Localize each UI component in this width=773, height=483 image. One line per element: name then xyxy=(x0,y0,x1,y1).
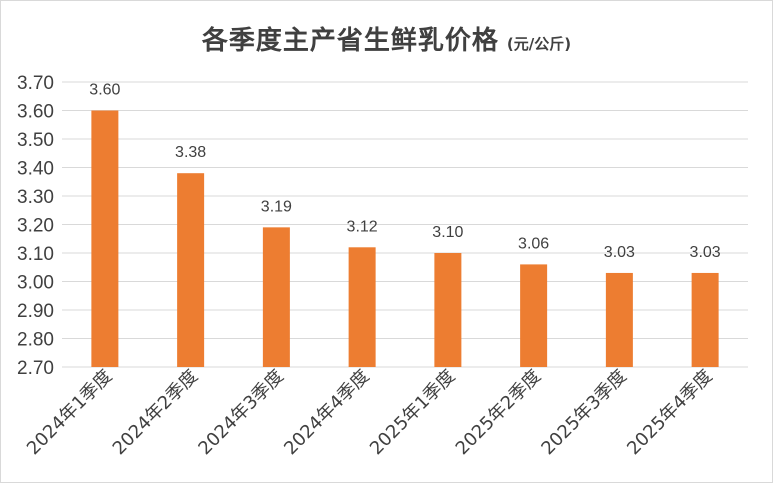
y-tick-label: 2.70 xyxy=(17,358,54,379)
y-tick-label: 3.50 xyxy=(17,130,54,151)
bar xyxy=(177,173,205,367)
data-labels: 3.60 3.38 3.19 3.12 3.10 3.06 3.03 3.03 xyxy=(89,82,720,261)
x-tick-label: 2025年4季度 xyxy=(623,366,717,460)
y-tick-label: 3.60 xyxy=(17,102,54,123)
x-tick-label: 2025年1季度 xyxy=(366,366,460,460)
data-label: 3.03 xyxy=(690,244,721,261)
gridlines xyxy=(62,81,748,368)
bar xyxy=(348,247,376,367)
y-tick-label: 2.90 xyxy=(17,301,54,322)
y-axis: 2.70 2.80 2.90 3.00 3.10 3.20 3.30 3.40 3.50 3.60… xyxy=(17,73,54,379)
bars xyxy=(91,110,719,367)
x-tick-label: 2024年3季度 xyxy=(194,366,288,460)
chart-title-text: 各季度主产省生鲜乳价格 xyxy=(201,26,499,56)
x-tick-label: 2024年4季度 xyxy=(280,366,374,460)
bar xyxy=(262,227,290,367)
data-label: 3.03 xyxy=(604,244,635,261)
data-label: 3.12 xyxy=(347,218,378,235)
data-label: 3.60 xyxy=(89,82,120,99)
y-tick-label: 3.10 xyxy=(17,244,54,265)
x-axis: 2024年1季度2024年2季度2024年3季度2024年4季度2025年1季度… xyxy=(23,366,717,460)
x-tick-label: 2024年2季度 xyxy=(109,366,203,460)
x-tick-label: 2025年2季度 xyxy=(452,366,546,460)
data-label: 3.06 xyxy=(518,235,549,252)
data-label: 3.38 xyxy=(175,144,206,161)
chart-unit: (元/公斤) xyxy=(506,35,572,53)
y-tick-label: 3.00 xyxy=(17,273,54,294)
data-label: 3.19 xyxy=(261,198,292,215)
y-tick-label: 3.20 xyxy=(17,216,54,237)
chart-title: 各季度主产省生鲜乳价格 (元/公斤) xyxy=(0,20,773,57)
bar xyxy=(434,253,462,367)
y-tick-label: 3.30 xyxy=(17,187,54,208)
y-tick-label: 3.70 xyxy=(17,73,54,94)
bar xyxy=(605,272,633,367)
y-tick-label: 3.40 xyxy=(17,159,54,180)
bar xyxy=(520,264,548,367)
x-tick-label: 2025年3季度 xyxy=(537,366,631,460)
bar xyxy=(91,110,119,367)
x-tick-label: 2024年1季度 xyxy=(23,366,117,460)
y-tick-label: 2.80 xyxy=(17,330,54,351)
data-label: 3.10 xyxy=(432,224,463,241)
bar xyxy=(691,272,719,367)
